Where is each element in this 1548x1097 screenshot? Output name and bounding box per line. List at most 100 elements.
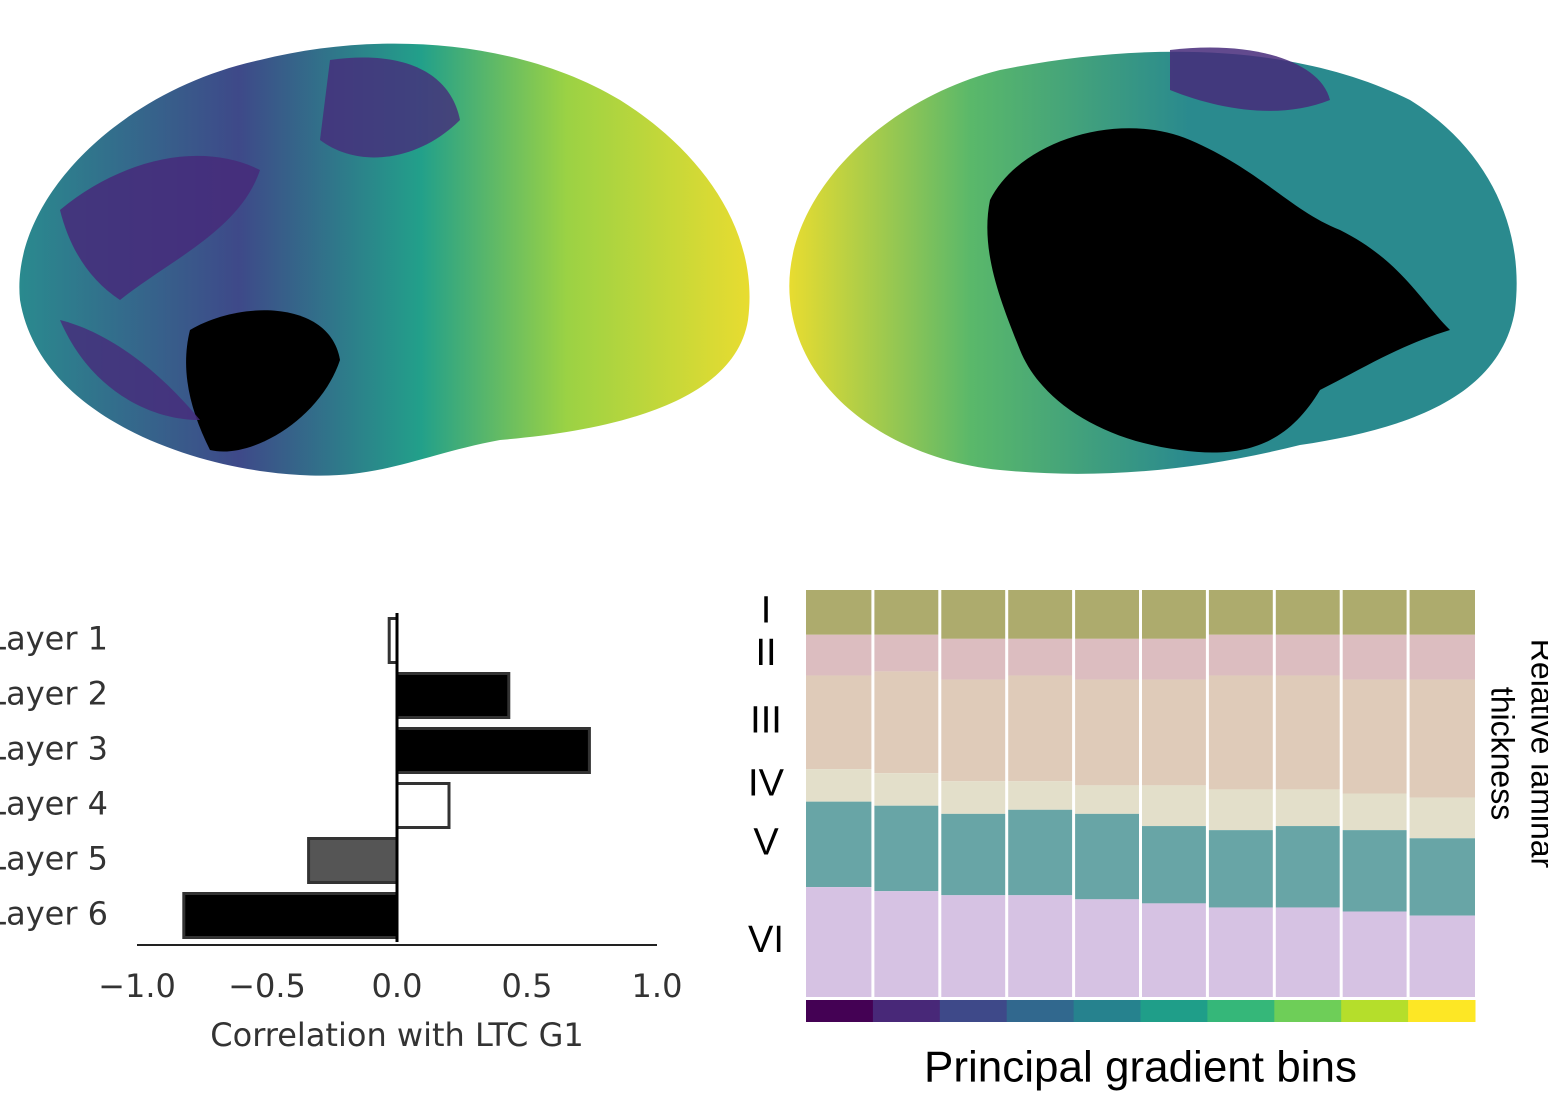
stack-segment (806, 590, 873, 635)
layer-label: I (761, 589, 772, 631)
stack-segment (1073, 590, 1141, 639)
stack-segment (1341, 679, 1409, 794)
y-tick-label: Layer 1 (0, 620, 108, 658)
stack-segment (1408, 634, 1475, 680)
layer-label: V (753, 821, 779, 863)
layer-label: IV (748, 762, 785, 804)
bar (307, 837, 399, 884)
stack-segment (1140, 785, 1208, 827)
stack-segment (1274, 590, 1342, 635)
stack-segment (1006, 638, 1074, 676)
stack-segment (1408, 915, 1475, 997)
brain-lateral (19, 43, 750, 476)
stack-segment (1140, 826, 1208, 904)
colorbar-cell (1006, 1000, 1075, 1022)
stack-segment (1274, 789, 1342, 827)
bar (395, 727, 591, 774)
y-tick-label: Layer 5 (0, 840, 108, 878)
y-tick-label: Layer 4 (0, 785, 108, 823)
bar (395, 782, 451, 829)
colorbar-cell (872, 1000, 941, 1022)
stack-segment (1274, 675, 1342, 790)
stack-segment (872, 590, 940, 635)
stack-segment (1274, 826, 1342, 908)
colorbar-cell (806, 1000, 874, 1022)
y-tick-label: Layer 6 (0, 895, 108, 933)
stack-segment (1073, 785, 1141, 814)
stack-segment (1140, 903, 1208, 997)
stack-segment (1408, 797, 1475, 839)
colorbar-cell (1207, 1000, 1275, 1022)
stack-segment (1006, 675, 1074, 782)
stack-segment (1006, 895, 1074, 997)
x-axis-label: Principal gradient bins (924, 1043, 1357, 1092)
stack-segment (1140, 679, 1208, 786)
stack-segment (1408, 590, 1475, 635)
stack-segment (806, 675, 873, 770)
stack-segment (1006, 809, 1074, 896)
x-tick-label: −1.0 (98, 967, 176, 1005)
x-tick-label: −0.5 (228, 967, 306, 1005)
colorbar-cell (1073, 1000, 1141, 1022)
stack-segment (1341, 830, 1409, 912)
colorbar-cell (939, 1000, 1008, 1022)
stack-segment (1408, 679, 1475, 798)
stack-segment (1274, 634, 1342, 676)
stack-segment (872, 805, 940, 892)
bar (395, 672, 511, 719)
stack-segment (1073, 813, 1141, 900)
layer-label: III (750, 699, 782, 741)
stack-segment (939, 590, 1007, 639)
stack-segment (939, 781, 1007, 814)
bar (182, 892, 399, 939)
stack-segment (1341, 634, 1409, 680)
stack-segment (872, 773, 940, 806)
stack-segment (1341, 590, 1409, 635)
stack-segment (806, 887, 873, 997)
y-tick-label: Layer 3 (0, 730, 108, 768)
x-tick-label: 1.0 (632, 967, 683, 1005)
stack-segment (1207, 830, 1275, 908)
stack-segment (1073, 899, 1141, 997)
x-tick-label: 0.0 (372, 967, 423, 1005)
x-tick-label: 0.5 (502, 967, 553, 1005)
stack-segment (1006, 590, 1074, 639)
y-axis-label: thickness (1485, 687, 1521, 820)
stack-segment (1207, 675, 1275, 790)
stack-segment (1207, 907, 1275, 997)
stack-segment (939, 813, 1007, 896)
stack-segment (1341, 793, 1409, 831)
stack-segment (872, 671, 940, 774)
stack-segment (1073, 679, 1141, 786)
stack-segment (1006, 781, 1074, 810)
stack-segment (1207, 590, 1275, 635)
y-tick-label: Layer 2 (0, 675, 108, 713)
stack-segment (939, 895, 1007, 997)
stack-segment (1140, 590, 1208, 639)
stack-segment (1207, 634, 1275, 676)
colorbar-cell (1408, 1000, 1476, 1022)
stack-segment (1073, 638, 1141, 680)
stack-segment (1341, 911, 1409, 997)
stack-segment (872, 634, 940, 672)
brain-medial (789, 47, 1517, 474)
x-axis-label: Correlation with LTC G1 (210, 1016, 583, 1054)
layer-label: VI (748, 919, 784, 961)
stack-segment (1408, 838, 1475, 916)
layer-label: II (755, 632, 776, 674)
stack-segment (806, 801, 873, 888)
stack-segment (1207, 789, 1275, 831)
colorbar-cell (1274, 1000, 1342, 1022)
stack-segment (872, 891, 940, 997)
colorbar-cell (1341, 1000, 1409, 1022)
stack-segment (1274, 907, 1342, 997)
stack-segment (806, 634, 873, 676)
colorbar-cell (1140, 1000, 1208, 1022)
stack-segment (1140, 638, 1208, 680)
stack-segment (939, 679, 1007, 782)
y-axis-label: Relative laminar (1525, 639, 1548, 869)
stack-segment (806, 769, 873, 802)
stack-segment (939, 638, 1007, 680)
